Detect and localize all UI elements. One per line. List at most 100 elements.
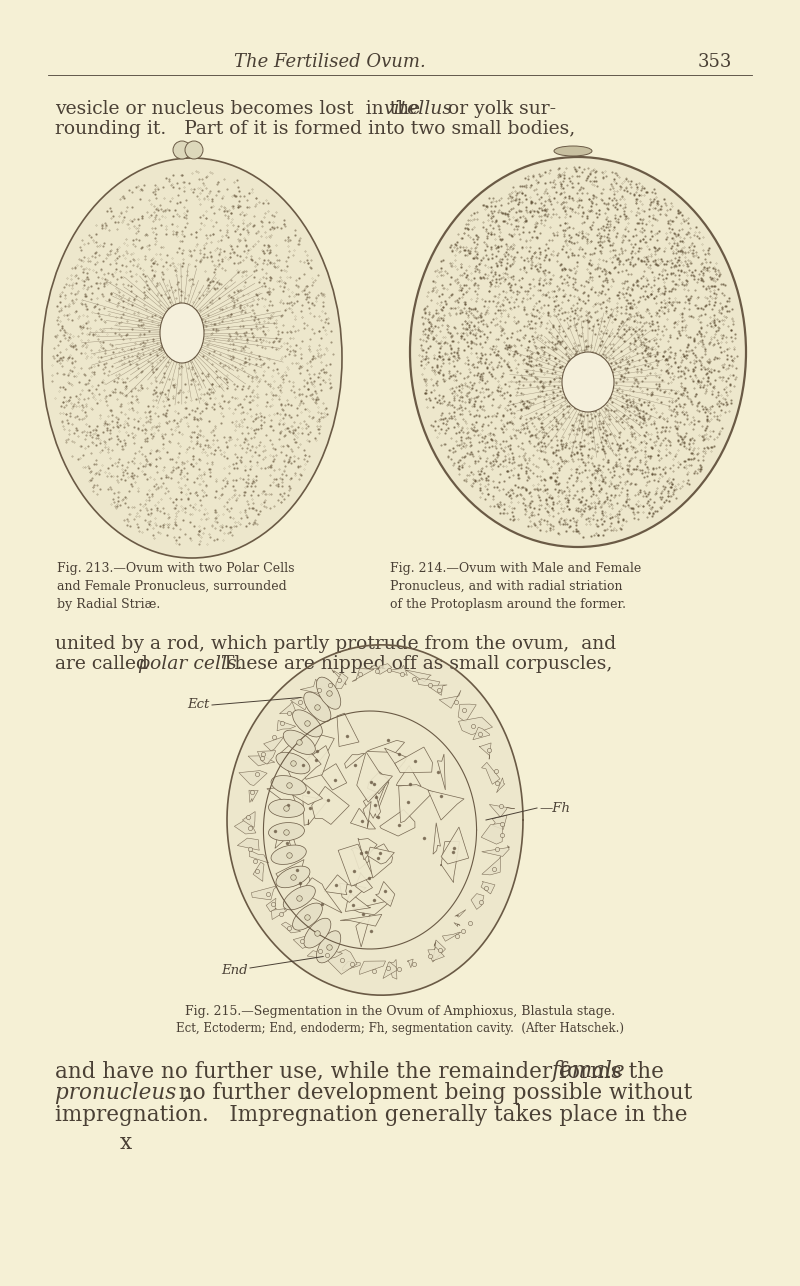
Polygon shape (367, 772, 390, 793)
Polygon shape (350, 809, 375, 829)
Polygon shape (340, 914, 382, 926)
Polygon shape (271, 909, 286, 919)
Polygon shape (301, 746, 330, 779)
Text: are called: are called (55, 655, 154, 673)
Polygon shape (357, 752, 393, 802)
Polygon shape (300, 679, 326, 696)
Polygon shape (428, 946, 445, 961)
Polygon shape (375, 881, 394, 907)
Polygon shape (356, 916, 370, 946)
Ellipse shape (293, 710, 322, 737)
Polygon shape (351, 847, 370, 869)
Circle shape (173, 141, 191, 159)
Polygon shape (406, 670, 431, 682)
Ellipse shape (410, 157, 746, 547)
Polygon shape (312, 787, 350, 824)
Polygon shape (471, 894, 484, 909)
Polygon shape (367, 844, 393, 878)
Text: united by a rod, which partly protrude from the ovum,  and: united by a rod, which partly protrude f… (55, 635, 616, 653)
Polygon shape (428, 790, 464, 820)
Polygon shape (253, 862, 264, 881)
Ellipse shape (269, 799, 305, 818)
Ellipse shape (276, 752, 310, 774)
Text: These are nipped off as small corpuscles,: These are nipped off as small corpuscles… (210, 655, 612, 673)
Polygon shape (473, 727, 490, 739)
Polygon shape (307, 950, 333, 957)
Ellipse shape (276, 867, 310, 887)
Text: vesicle or nucleus becomes lost  in the: vesicle or nucleus becomes lost in the (55, 100, 426, 118)
Polygon shape (282, 922, 301, 932)
Polygon shape (279, 702, 296, 714)
Polygon shape (300, 869, 310, 892)
Polygon shape (481, 823, 502, 844)
Text: Fig. 215.—Segmentation in the Ovum of Amphioxus, Blastula stage.: Fig. 215.—Segmentation in the Ovum of Am… (185, 1004, 615, 1019)
Text: or yolk sur-: or yolk sur- (442, 100, 556, 118)
Polygon shape (352, 900, 392, 914)
Polygon shape (337, 714, 359, 747)
Polygon shape (482, 856, 501, 874)
Polygon shape (369, 665, 382, 669)
Polygon shape (336, 673, 348, 689)
Polygon shape (376, 782, 389, 813)
Text: —Fh: —Fh (540, 801, 571, 814)
Polygon shape (389, 959, 397, 979)
Circle shape (185, 141, 203, 159)
Text: female: female (551, 1060, 625, 1082)
Polygon shape (308, 736, 334, 765)
Polygon shape (454, 922, 460, 926)
Polygon shape (363, 793, 381, 818)
Ellipse shape (160, 303, 204, 363)
Text: vitellus: vitellus (383, 100, 452, 118)
Text: rounding it.   Part of it is formed into two small bodies,: rounding it. Part of it is formed into t… (55, 120, 575, 138)
Text: The Fertilised Ovum.: The Fertilised Ovum. (234, 53, 426, 71)
Polygon shape (430, 685, 447, 696)
Polygon shape (418, 679, 440, 687)
Polygon shape (407, 959, 413, 968)
Polygon shape (323, 944, 342, 961)
Ellipse shape (42, 158, 342, 558)
Polygon shape (238, 838, 259, 850)
Polygon shape (275, 824, 292, 849)
Polygon shape (276, 859, 304, 887)
Polygon shape (441, 827, 469, 864)
Polygon shape (438, 754, 446, 790)
Text: polar cells.: polar cells. (138, 655, 242, 673)
Polygon shape (227, 644, 523, 995)
Ellipse shape (283, 730, 315, 755)
Polygon shape (380, 810, 415, 836)
Ellipse shape (283, 886, 315, 910)
Ellipse shape (304, 692, 331, 721)
Text: Ect: Ect (188, 698, 210, 711)
Polygon shape (492, 815, 507, 829)
Polygon shape (497, 778, 505, 792)
Polygon shape (482, 846, 510, 856)
Polygon shape (234, 817, 256, 835)
Text: no further development being possible without: no further development being possible wi… (165, 1082, 692, 1103)
Polygon shape (363, 801, 371, 828)
Polygon shape (345, 754, 365, 768)
Polygon shape (385, 748, 407, 769)
Polygon shape (458, 718, 493, 734)
Polygon shape (490, 805, 514, 817)
Polygon shape (250, 850, 269, 863)
Polygon shape (280, 741, 322, 787)
Polygon shape (266, 898, 276, 912)
Text: Fig. 213.—Ovum with two Polar Cells
and Female Pronucleus, surrounded
by Radial : Fig. 213.—Ovum with two Polar Cells and … (57, 562, 294, 611)
Polygon shape (302, 796, 328, 826)
Polygon shape (293, 932, 318, 948)
Polygon shape (342, 962, 360, 971)
Ellipse shape (317, 931, 341, 963)
Polygon shape (324, 874, 347, 895)
Polygon shape (356, 872, 373, 892)
Ellipse shape (304, 918, 331, 948)
Ellipse shape (269, 823, 305, 841)
Polygon shape (481, 881, 495, 894)
Polygon shape (479, 743, 491, 759)
Polygon shape (346, 894, 370, 912)
Polygon shape (251, 886, 278, 900)
Polygon shape (389, 665, 407, 675)
Polygon shape (394, 747, 433, 773)
Text: impregnation.   Impregnation generally takes place in the: impregnation. Impregnation generally tak… (55, 1103, 687, 1127)
Ellipse shape (562, 352, 614, 412)
Polygon shape (302, 878, 342, 913)
